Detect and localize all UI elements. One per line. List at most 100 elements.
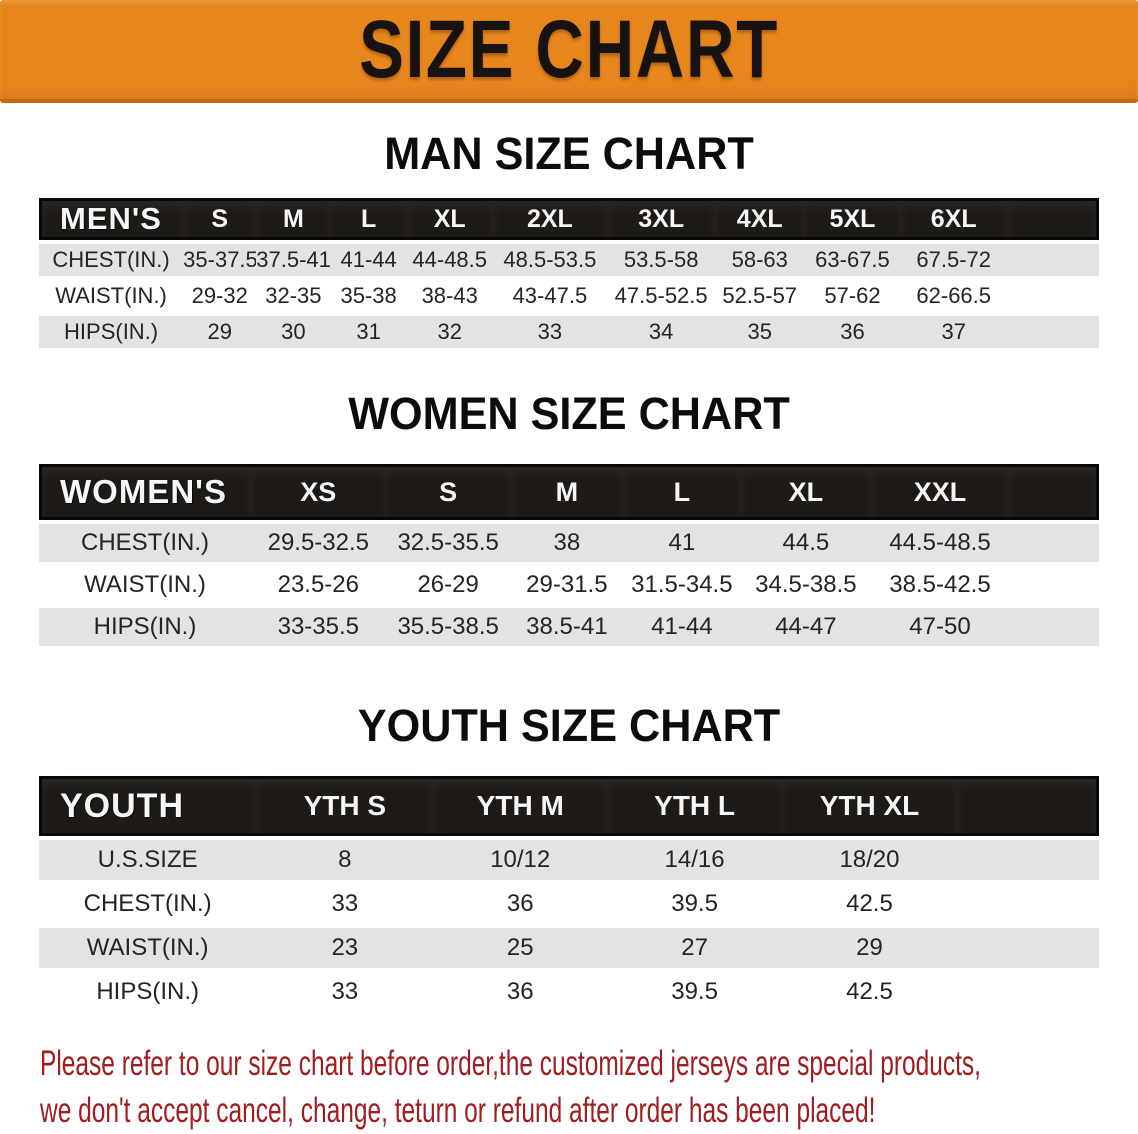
measurement-value: 38.5-42.5 <box>889 571 991 598</box>
men-column-header-s: S <box>183 198 257 240</box>
men-size-table: MEN'S S M L XL 2XL 3XL 4XL 5XL 6XL CHEST(IN.) 35-37… <box>39 194 1099 352</box>
measurement-value: 58-63 <box>715 244 805 276</box>
row-spacer-cell <box>956 840 1099 880</box>
row-spacer-cell <box>1008 524 1099 562</box>
measurement-value: 32.5-35.5 <box>385 524 511 562</box>
men-column-header-m: M <box>256 198 331 240</box>
banner-title: SIZE CHART <box>359 3 779 95</box>
youth-row-chest-in: CHEST(IN.) 33 36 39.5 42.5 <box>39 884 1099 924</box>
men-column-header-2xl: 2XL <box>492 198 608 240</box>
youth-row-label-waist-in: WAIST(IN.) <box>39 928 257 968</box>
measurement-value: 41-44 <box>623 608 741 646</box>
men-column-header-5xl: 5XL <box>804 198 901 240</box>
measurement-value: 42.5 <box>846 978 893 1005</box>
measurement-value: 23.5-26 <box>277 571 359 598</box>
measurement-value: 43-47.5 <box>512 283 588 308</box>
women-column-header-xxl: XXL <box>871 464 1009 520</box>
women-column-header-s: S <box>385 464 511 520</box>
youth-row-label-hips-in: HIPS(IN.) <box>96 978 199 1005</box>
men-column-header-3xl: 3XL <box>607 198 716 240</box>
women-table-title: WOMEN'S <box>39 464 251 520</box>
order-policy-note: Please refer to our size chart before or… <box>40 1040 1138 1134</box>
measurement-value: 44-47 <box>740 608 872 646</box>
measurement-value: 36 <box>804 316 901 348</box>
youth-size-table: YOUTH YTH S YTH M YTH L YTH XL U.S.SIZE 8 10/12… <box>39 772 1099 1016</box>
youth-row-hips-in: HIPS(IN.) 33 36 39.5 42.5 <box>39 972 1099 1012</box>
measurement-value: 34 <box>607 316 716 348</box>
men-row-label-chest-in: CHEST(IN.) <box>39 244 184 276</box>
youth-column-header-yth-s: YTH S <box>256 776 434 836</box>
measurement-value: 33 <box>331 890 359 917</box>
men-column-header-l: L <box>330 198 407 240</box>
women-row-hips-in: HIPS(IN.) 33-35.5 35.5-38.5 38.5-41 41-44 44-… <box>39 608 1099 646</box>
women-size-table: WOMEN'S XS S M L XL XXL CHEST(IN.) 29.5-32.5 32.5… <box>39 460 1099 650</box>
measurement-value: 10/12 <box>433 840 608 880</box>
measurement-value: 32 <box>406 316 493 348</box>
measurement-value: 42.5 <box>846 890 893 917</box>
men-row-hips-in: HIPS(IN.) 29 30 31 32 33 34 35 36 37 <box>39 316 1099 348</box>
measurement-value: 33 <box>331 978 359 1005</box>
women-row-chest-in: CHEST(IN.) 29.5-32.5 32.5-35.5 38 41 44.5 44.5… <box>39 524 1099 562</box>
measurement-value: 34.5-38.5 <box>755 571 857 598</box>
measurement-value: 18/20 <box>782 840 957 880</box>
youth-table-title: YOUTH <box>39 776 257 836</box>
women-row-label-waist-in: WAIST(IN.) <box>84 571 206 598</box>
row-spacer-cell <box>957 884 1099 924</box>
measurement-value: 35.5-38.5 <box>385 608 511 646</box>
measurement-value: 27 <box>607 928 783 968</box>
men-column-header-xl: XL <box>406 198 493 240</box>
measurement-value: 31 <box>330 316 407 348</box>
measurement-value: 52.5-57 <box>722 283 798 308</box>
row-spacer-cell <box>957 972 1099 1012</box>
measurement-value: 14/16 <box>607 840 783 880</box>
measurement-value: 29-32 <box>191 283 248 308</box>
measurement-value: 37.5-41 <box>256 244 331 276</box>
women-table-header-row: WOMEN'S XS S M L XL XXL <box>39 464 1099 520</box>
measurement-value: 62-66.5 <box>916 283 992 308</box>
women-size-table-host: WOMEN'S XS S M L XL XXL CHEST(IN.) 29.5-32.5 32.5… <box>0 460 1138 650</box>
measurement-value: 53.5-58 <box>607 244 716 276</box>
youth-column-header-yth-xl: YTH XL <box>782 776 957 836</box>
header-spacer-cell <box>956 776 1099 836</box>
header-spacer-cell <box>1006 198 1099 240</box>
men-column-header-4xl: 4XL <box>715 198 805 240</box>
measurement-value: 44.5 <box>740 524 872 562</box>
size-chart-banner: SIZE CHART <box>0 0 1138 103</box>
measurement-value: 33-35.5 <box>251 608 386 646</box>
youth-row-label-u-s-size: U.S.SIZE <box>39 840 257 880</box>
measurement-value: 37 <box>900 316 1007 348</box>
men-row-label-hips-in: HIPS(IN.) <box>39 316 184 348</box>
measurement-value: 35-38 <box>340 283 397 308</box>
row-spacer-cell <box>956 928 1099 968</box>
women-row-label-chest-in: CHEST(IN.) <box>39 524 251 562</box>
women-row-waist-in: WAIST(IN.) 23.5-26 26-29 29-31.5 31.5-34.5 34… <box>39 566 1099 604</box>
women-row-label-hips-in: HIPS(IN.) <box>39 608 251 646</box>
men-table-header-row: MEN'S S M L XL 2XL 3XL 4XL 5XL 6XL <box>39 198 1099 240</box>
measurement-value: 35 <box>715 316 805 348</box>
youth-table-header-row: YOUTH YTH S YTH M YTH L YTH XL <box>39 776 1099 836</box>
measurement-value: 67.5-72 <box>900 244 1007 276</box>
order-policy-note-line-2: we don't accept cancel, change, teturn o… <box>40 1091 876 1130</box>
row-spacer-cell <box>1006 316 1099 348</box>
order-policy-note-line-1: Please refer to our size chart before or… <box>40 1044 981 1083</box>
header-spacer-cell <box>1008 464 1099 520</box>
measurement-value: 33 <box>492 316 608 348</box>
row-spacer-cell <box>1006 244 1099 276</box>
measurement-value: 32-35 <box>265 283 322 308</box>
men-size-table-host: MEN'S S M L XL 2XL 3XL 4XL 5XL 6XL CHEST(IN.) 35-37… <box>0 194 1138 352</box>
youth-size-chart-heading: YOUTH SIZE CHART <box>357 700 781 751</box>
women-column-header-xs: XS <box>251 464 386 520</box>
measurement-value: 36 <box>506 978 534 1005</box>
measurement-value: 29-31.5 <box>526 571 608 598</box>
measurement-value: 57-62 <box>824 283 881 308</box>
measurement-value: 44.5-48.5 <box>871 524 1009 562</box>
measurement-value: 41-44 <box>330 244 407 276</box>
measurement-value: 25 <box>433 928 608 968</box>
measurement-value: 39.5 <box>671 890 718 917</box>
men-column-header-6xl: 6XL <box>900 198 1007 240</box>
measurement-value: 29 <box>183 316 257 348</box>
youth-row-u-s-size: U.S.SIZE 8 10/12 14/16 18/20 <box>39 840 1099 880</box>
measurement-value: 38.5-41 <box>510 608 624 646</box>
women-size-chart-heading: WOMEN SIZE CHART <box>348 388 790 439</box>
measurement-value: 38 <box>510 524 624 562</box>
